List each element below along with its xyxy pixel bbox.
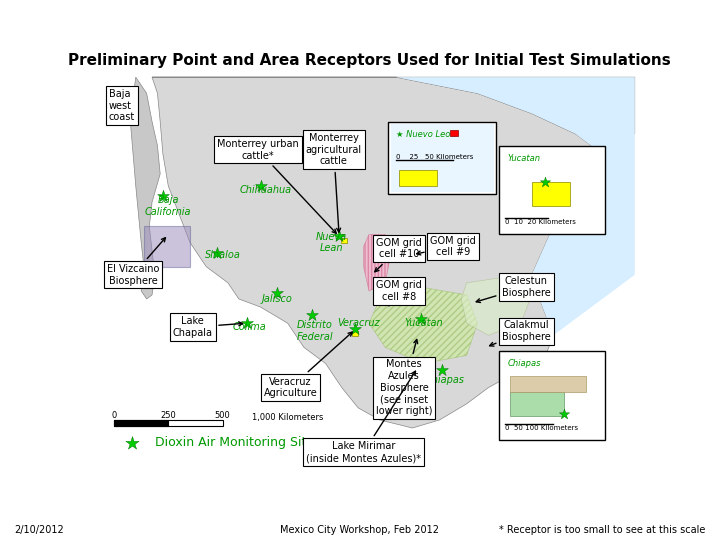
Point: [255, 182, 266, 191]
Text: 250: 250: [161, 410, 176, 420]
Text: Colima: Colima: [233, 322, 266, 332]
Point: [241, 319, 253, 327]
Point: [333, 232, 345, 241]
Text: Sinaloa: Sinaloa: [204, 249, 240, 260]
Text: 0: 0: [112, 410, 117, 420]
Text: Calakmul
Biosphere: Calakmul Biosphere: [490, 320, 551, 346]
Text: Yucatan: Yucatan: [508, 154, 540, 163]
Text: Baja
west
coast: Baja west coast: [109, 89, 135, 123]
Bar: [388, 122, 497, 194]
Bar: [399, 170, 437, 186]
Bar: [114, 420, 168, 426]
Text: Chihuahua: Chihuahua: [240, 185, 292, 195]
Text: Yucatan: Yucatan: [404, 318, 443, 328]
Text: 1,000 Kilometers: 1,000 Kilometers: [252, 413, 323, 422]
Bar: [499, 352, 605, 440]
Bar: [391, 124, 494, 192]
Polygon shape: [130, 77, 160, 299]
Text: El Vizcaino
Biosphere: El Vizcaino Biosphere: [107, 238, 166, 286]
Bar: [510, 392, 564, 416]
Text: GOM grid
cell #8: GOM grid cell #8: [376, 280, 422, 306]
Text: GOM grid
cell #9: GOM grid cell #9: [417, 236, 476, 258]
Text: 2/10/2012: 2/10/2012: [14, 524, 64, 535]
Text: GOM grid
cell #10: GOM grid cell #10: [375, 238, 422, 272]
Text: Veracruz: Veracruz: [337, 318, 379, 328]
Text: Chiapas: Chiapas: [508, 360, 541, 368]
Point: [539, 178, 551, 186]
Point: [436, 365, 448, 374]
Point: [350, 325, 361, 334]
Bar: [351, 331, 358, 336]
Polygon shape: [364, 234, 391, 291]
Text: 0    25   50 Kilometers: 0 25 50 Kilometers: [396, 154, 474, 160]
Text: 0  50 100 Kilometers: 0 50 100 Kilometers: [505, 425, 577, 431]
Bar: [510, 376, 586, 392]
Point: [306, 311, 318, 320]
Text: Montes
Azules
Biosphere
(see inset
lower right): Montes Azules Biosphere (see inset lower…: [376, 340, 433, 416]
Text: ★ Nuevo Leon: ★ Nuevo Leon: [396, 130, 456, 139]
Text: Lake Mirimar
(inside Montes Azules)*: Lake Mirimar (inside Montes Azules)*: [306, 371, 421, 463]
Polygon shape: [462, 275, 531, 335]
Point: [157, 192, 168, 200]
Bar: [391, 124, 494, 192]
Text: * Receptor is too small to see at this scale: * Receptor is too small to see at this s…: [499, 524, 706, 535]
Point: [271, 288, 282, 297]
Text: Mexico City Workshop, Feb 2012: Mexico City Workshop, Feb 2012: [281, 524, 439, 535]
Legend: Dioxin Air Monitoring Site: Dioxin Air Monitoring Site: [115, 431, 319, 454]
Title: Preliminary Point and Area Receptors Used for Initial Test Simulations: Preliminary Point and Area Receptors Use…: [68, 53, 670, 68]
Polygon shape: [369, 77, 635, 335]
Text: Distrito
Federal: Distrito Federal: [297, 320, 333, 342]
Polygon shape: [152, 77, 635, 146]
Bar: [114, 420, 222, 426]
Point: [212, 248, 223, 257]
Text: Celestun
Biosphere: Celestun Biosphere: [476, 276, 551, 302]
Text: Nueva
Lean: Nueva Lean: [315, 232, 346, 253]
Text: 500: 500: [215, 410, 230, 420]
Bar: [144, 226, 190, 267]
Point: [559, 409, 570, 418]
Bar: [451, 130, 459, 136]
Text: Chiapas: Chiapas: [426, 375, 464, 384]
Point: [415, 315, 426, 323]
Bar: [499, 146, 605, 234]
Bar: [341, 239, 347, 244]
Text: Monterrey
agricultural
cattle: Monterrey agricultural cattle: [306, 133, 362, 232]
Text: Jalisco: Jalisco: [261, 294, 292, 304]
Text: Monterrey urban
cattle*: Monterrey urban cattle*: [217, 139, 336, 233]
Text: Veracruz
Agriculture: Veracruz Agriculture: [264, 332, 352, 399]
Polygon shape: [369, 283, 477, 363]
Text: 0  10  20 Kilometers: 0 10 20 Kilometers: [505, 219, 575, 225]
Text: Baja
California: Baja California: [145, 195, 192, 217]
Text: Lake
Chapala: Lake Chapala: [173, 316, 243, 338]
Polygon shape: [152, 77, 602, 428]
Bar: [531, 182, 570, 206]
